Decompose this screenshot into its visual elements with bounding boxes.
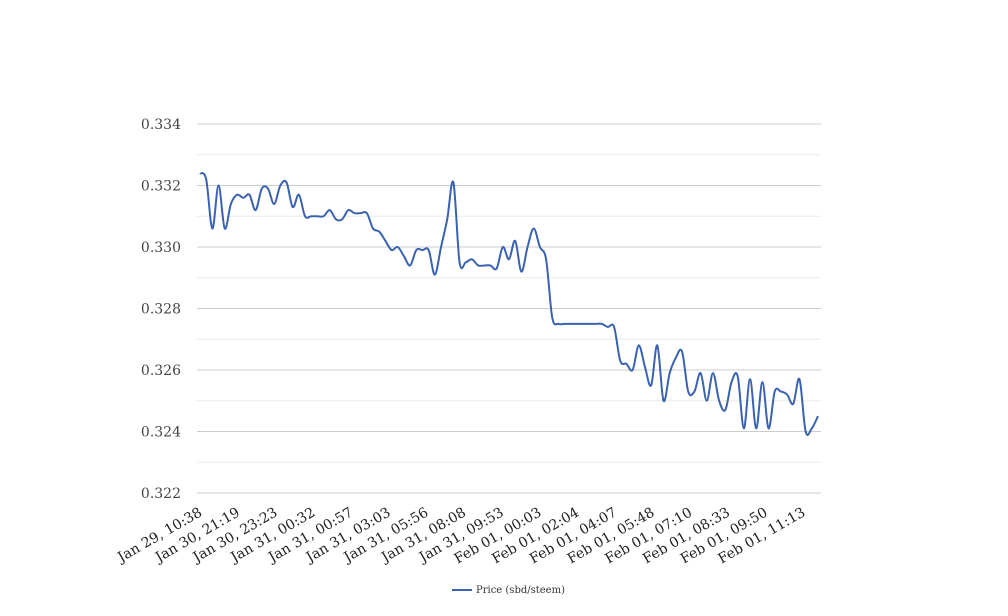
y-tick-label: 0.332: [141, 179, 181, 195]
y-tick-label: 0.324: [141, 425, 181, 441]
y-tick-label: 0.334: [141, 117, 181, 133]
series-layer: [199, 172, 819, 436]
y-tick-label: 0.328: [141, 302, 181, 318]
grid-layer: [197, 123, 821, 494]
y-tick-label: 0.322: [141, 486, 181, 502]
y-axis-ticks: 0.322 0.324 0.326 0.328 0.330 0.332 0.334: [141, 117, 181, 502]
y-tick-label: 0.326: [141, 363, 181, 379]
legend-label: Price (sbd/steem): [476, 585, 565, 596]
series-line-price[interactable]: [199, 172, 819, 436]
legend[interactable]: Price (sbd/steem): [452, 585, 565, 596]
y-tick-label: 0.330: [141, 240, 181, 256]
